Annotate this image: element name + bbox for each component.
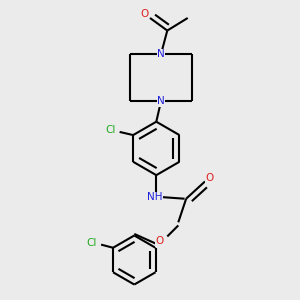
Text: O: O xyxy=(206,173,214,183)
Text: N: N xyxy=(157,96,165,106)
Text: O: O xyxy=(155,236,164,246)
Text: N: N xyxy=(157,49,165,59)
Text: NH: NH xyxy=(147,192,163,202)
Text: O: O xyxy=(140,9,148,19)
Text: Cl: Cl xyxy=(105,125,116,135)
Text: Cl: Cl xyxy=(86,238,97,248)
